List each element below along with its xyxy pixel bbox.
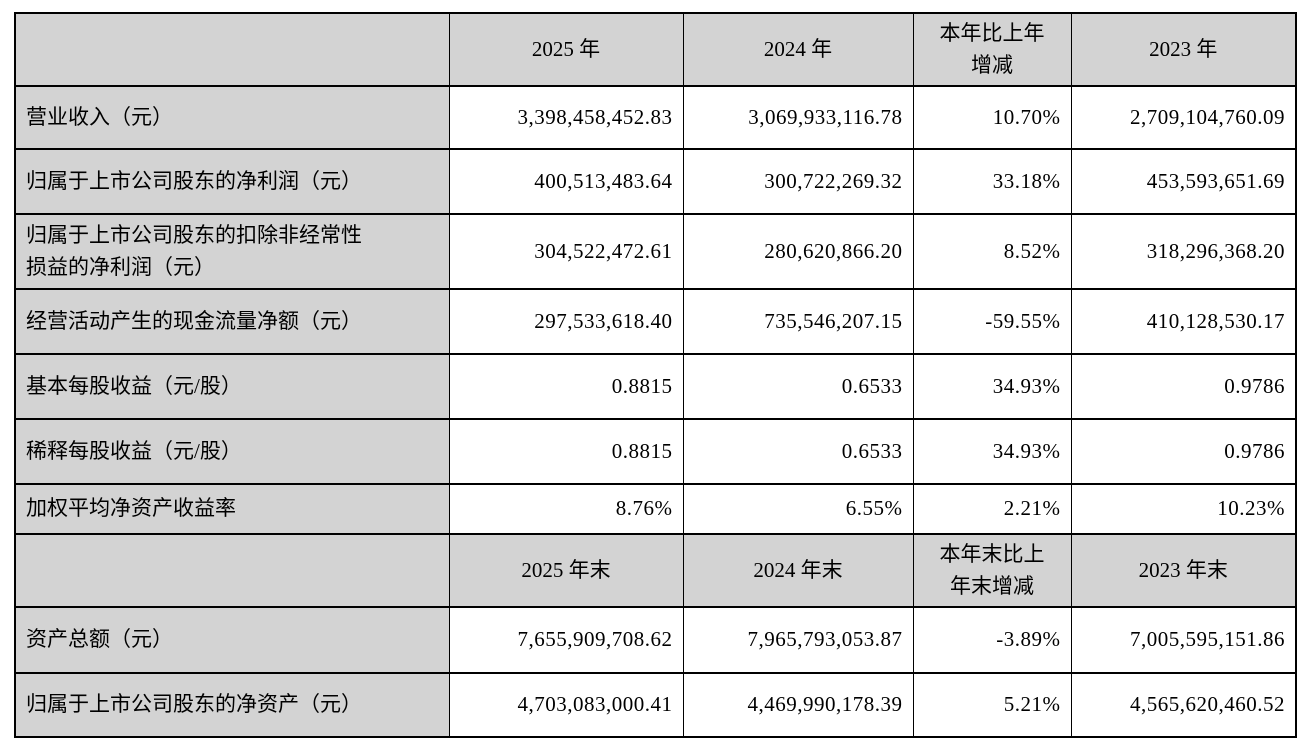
value-2025: 0.8815 bbox=[448, 353, 684, 420]
value-yoy-change: -59.55% bbox=[912, 288, 1072, 355]
value-2023-end: 7,005,595,151.86 bbox=[1070, 606, 1297, 674]
table-row-net-assets: 归属于上市公司股东的净资产（元） 4,703,083,000.41 4,469,… bbox=[14, 672, 1297, 738]
value-yoy-end-change: -3.89% bbox=[912, 606, 1072, 674]
value-2024: 0.6533 bbox=[682, 418, 914, 485]
row-label: 营业收入（元） bbox=[14, 85, 450, 150]
value-2024-end: 4,469,990,178.39 bbox=[682, 672, 914, 738]
table-row-weighted-avg-roe: 加权平均净资产收益率 8.76% 6.55% 2.21% 10.23% bbox=[14, 483, 1297, 535]
column-header-2023-end: 2023 年末 bbox=[1070, 533, 1297, 608]
table-row-diluted-eps: 稀释每股收益（元/股） 0.8815 0.6533 34.93% 0.9786 bbox=[14, 418, 1297, 485]
row-label: 资产总额（元） bbox=[14, 606, 450, 674]
value-2023: 410,128,530.17 bbox=[1070, 288, 1297, 355]
blank-header-cell bbox=[14, 12, 450, 87]
row-label: 基本每股收益（元/股） bbox=[14, 353, 450, 420]
value-2025: 8.76% bbox=[448, 483, 684, 535]
table-row-total-assets: 资产总额（元） 7,655,909,708.62 7,965,793,053.8… bbox=[14, 606, 1297, 674]
value-yoy-change: 2.21% bbox=[912, 483, 1072, 535]
column-header-2024-end: 2024 年末 bbox=[682, 533, 914, 608]
column-header-yoy-change: 本年比上年 增减 bbox=[912, 12, 1072, 87]
value-2025-end: 4,703,083,000.41 bbox=[448, 672, 684, 738]
value-2023: 2,709,104,760.09 bbox=[1070, 85, 1297, 150]
value-2024: 6.55% bbox=[682, 483, 914, 535]
table-row-net-profit: 归属于上市公司股东的净利润（元） 400,513,483.64 300,722,… bbox=[14, 148, 1297, 215]
table-row-net-profit-excl-nonrecurring: 归属于上市公司股东的扣除非经常性 损益的净利润（元） 304,522,472.6… bbox=[14, 213, 1297, 290]
value-2023: 453,593,651.69 bbox=[1070, 148, 1297, 215]
blank-header-cell bbox=[14, 533, 450, 608]
value-2024: 280,620,866.20 bbox=[682, 213, 914, 290]
column-header-2025: 2025 年 bbox=[448, 12, 684, 87]
value-yoy-change: 10.70% bbox=[912, 85, 1072, 150]
column-header-yoy-end-change: 本年末比上 年末增减 bbox=[912, 533, 1072, 608]
value-yoy-change: 34.93% bbox=[912, 418, 1072, 485]
financial-summary-table: 2025 年 2024 年 本年比上年 增减 2023 年 营业收入（元） 3,… bbox=[14, 12, 1297, 738]
value-2024: 300,722,269.32 bbox=[682, 148, 914, 215]
value-2025-end: 7,655,909,708.62 bbox=[448, 606, 684, 674]
value-yoy-end-change: 5.21% bbox=[912, 672, 1072, 738]
value-2023: 318,296,368.20 bbox=[1070, 213, 1297, 290]
value-2023: 0.9786 bbox=[1070, 353, 1297, 420]
table-row-operating-cash-flow: 经营活动产生的现金流量净额（元） 297,533,618.40 735,546,… bbox=[14, 288, 1297, 355]
value-2025: 0.8815 bbox=[448, 418, 684, 485]
value-2023: 10.23% bbox=[1070, 483, 1297, 535]
column-header-2025-end: 2025 年末 bbox=[448, 533, 684, 608]
row-label: 归属于上市公司股东的净资产（元） bbox=[14, 672, 450, 738]
row-label: 归属于上市公司股东的净利润（元） bbox=[14, 148, 450, 215]
value-2024: 3,069,933,116.78 bbox=[682, 85, 914, 150]
table-row-revenue: 营业收入（元） 3,398,458,452.83 3,069,933,116.7… bbox=[14, 85, 1297, 150]
value-yoy-change: 34.93% bbox=[912, 353, 1072, 420]
value-2025: 297,533,618.40 bbox=[448, 288, 684, 355]
table-header-row-period-end: 2025 年末 2024 年末 本年末比上 年末增减 2023 年末 bbox=[14, 533, 1297, 608]
value-2025: 304,522,472.61 bbox=[448, 213, 684, 290]
table-header-row-annual: 2025 年 2024 年 本年比上年 增减 2023 年 bbox=[14, 12, 1297, 87]
value-2023: 0.9786 bbox=[1070, 418, 1297, 485]
value-2024: 735,546,207.15 bbox=[682, 288, 914, 355]
row-label: 经营活动产生的现金流量净额（元） bbox=[14, 288, 450, 355]
column-header-2024: 2024 年 bbox=[682, 12, 914, 87]
value-2023-end: 4,565,620,460.52 bbox=[1070, 672, 1297, 738]
value-2025: 400,513,483.64 bbox=[448, 148, 684, 215]
column-header-2023: 2023 年 bbox=[1070, 12, 1297, 87]
row-label: 归属于上市公司股东的扣除非经常性 损益的净利润（元） bbox=[14, 213, 450, 290]
value-yoy-change: 33.18% bbox=[912, 148, 1072, 215]
table-row-basic-eps: 基本每股收益（元/股） 0.8815 0.6533 34.93% 0.9786 bbox=[14, 353, 1297, 420]
value-2024: 0.6533 bbox=[682, 353, 914, 420]
row-label: 稀释每股收益（元/股） bbox=[14, 418, 450, 485]
value-2025: 3,398,458,452.83 bbox=[448, 85, 684, 150]
value-2024-end: 7,965,793,053.87 bbox=[682, 606, 914, 674]
value-yoy-change: 8.52% bbox=[912, 213, 1072, 290]
row-label: 加权平均净资产收益率 bbox=[14, 483, 450, 535]
